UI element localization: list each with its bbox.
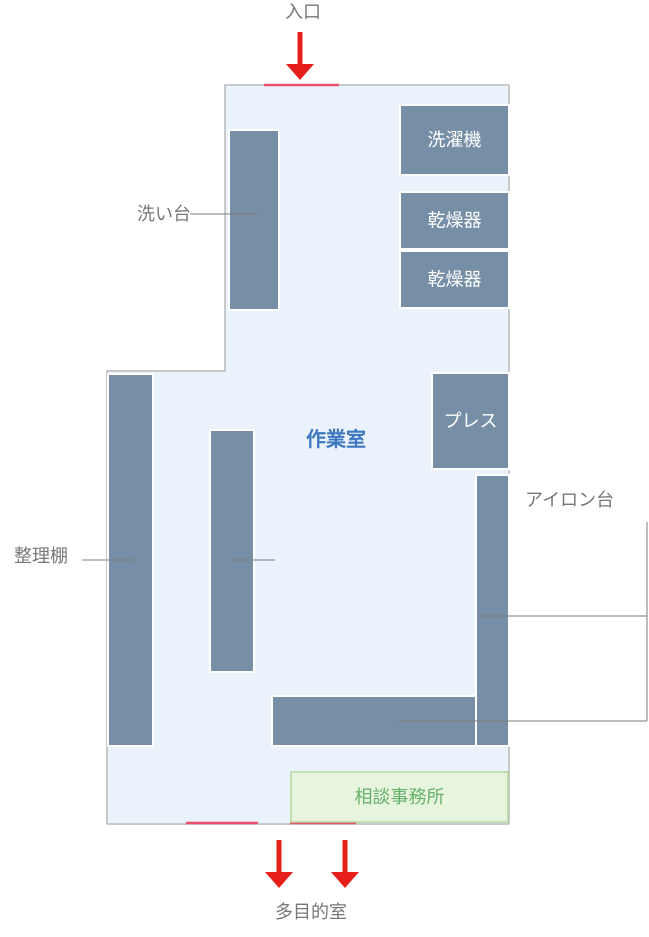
arrow-head-icon (331, 872, 359, 888)
label-multipurpose: 多目的室 (275, 902, 347, 922)
consultation-office-label: 相談事務所 (355, 787, 445, 807)
arrow-head-icon (265, 872, 293, 888)
block-label-press: プレス (444, 411, 498, 431)
block-label-washing_machine: 洗濯機 (428, 130, 482, 150)
block-label-dryer2: 乾燥器 (428, 270, 482, 290)
work-room-label: 作業室 (306, 427, 366, 451)
block-long_block (210, 430, 254, 672)
arrow-head-icon (286, 64, 314, 80)
block-label-dryer1: 乾燥器 (428, 211, 482, 231)
block-right_tall (476, 475, 509, 746)
label-storage_shelf: 整理棚 (14, 546, 68, 566)
block-sink_unit (229, 130, 279, 310)
label-ironing_board: アイロン台 (525, 490, 614, 510)
label-entrance: 入口 (285, 2, 321, 22)
label-sink: 洗い台 (137, 204, 191, 224)
